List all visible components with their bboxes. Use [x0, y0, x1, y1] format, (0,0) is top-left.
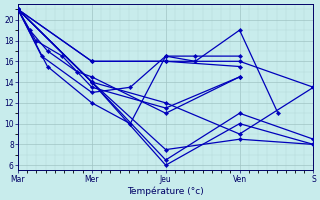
X-axis label: Température (°c): Température (°c): [127, 186, 204, 196]
